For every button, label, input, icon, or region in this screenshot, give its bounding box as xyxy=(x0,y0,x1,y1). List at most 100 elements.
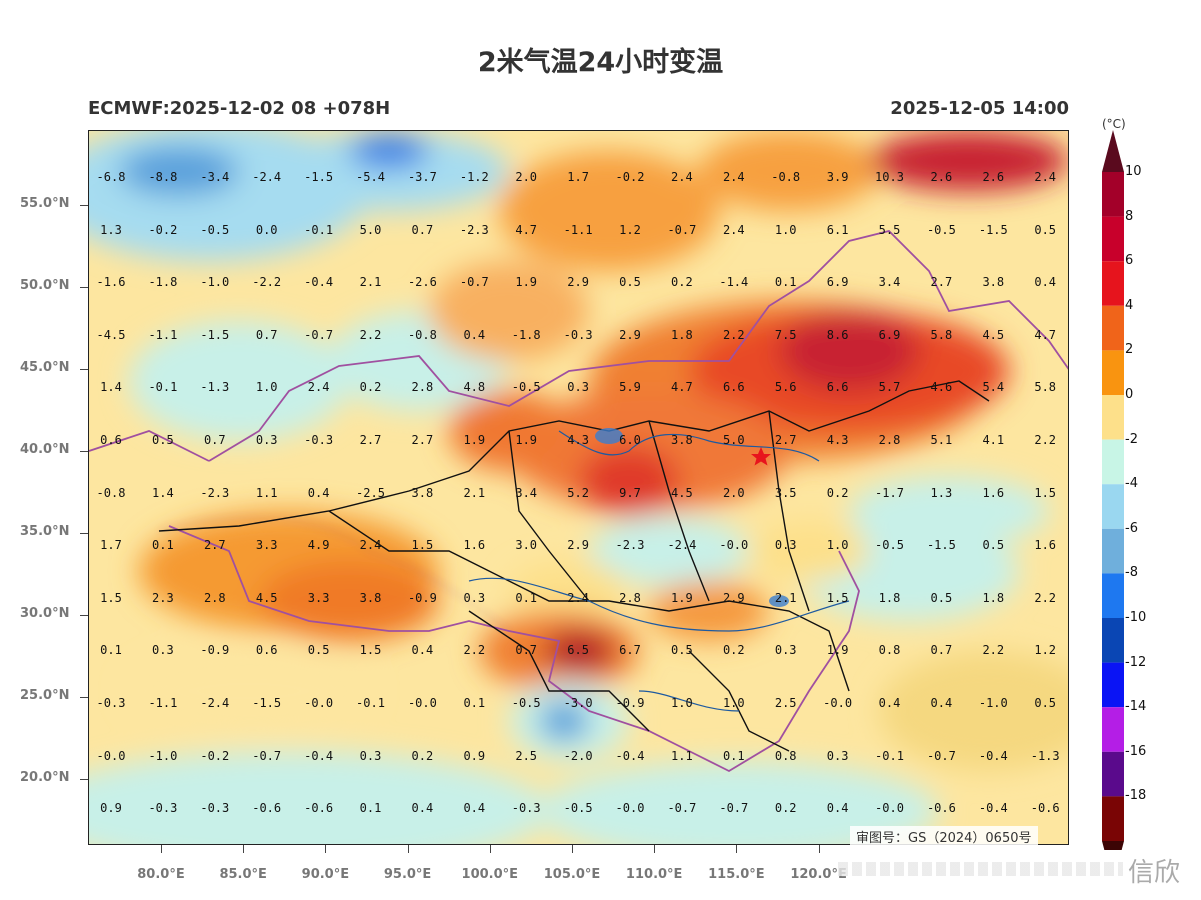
grid-value: 2.4 xyxy=(359,538,382,553)
grid-value: -0.8 xyxy=(407,327,437,342)
grid-value: -2.0 xyxy=(563,748,593,763)
grid-value: 2.2 xyxy=(722,327,745,342)
grid-value: 0.5 xyxy=(1034,222,1057,237)
lon-label: 115.0°E xyxy=(708,867,765,882)
grid-value: 3.5 xyxy=(774,485,797,500)
grid-value: 2.8 xyxy=(411,380,434,395)
grid-value: 6.6 xyxy=(826,380,849,395)
grid-value: 0.6 xyxy=(255,643,278,658)
grid-value: 1.9 xyxy=(515,433,538,447)
grid-value: -0.6 xyxy=(252,801,282,816)
grid-value: 2.1 xyxy=(463,485,486,500)
grid-value: 6.1 xyxy=(826,222,849,237)
colorbar-band xyxy=(1102,305,1124,351)
grid-value: 2.4 xyxy=(671,170,693,184)
grid-value: 2.9 xyxy=(722,590,745,605)
grid-value: 1.2 xyxy=(1034,643,1057,658)
grid-value: -5.4 xyxy=(356,170,385,184)
grid-value: 5.0 xyxy=(359,222,382,237)
grid-value: 0.5 xyxy=(982,538,1005,553)
grid-value: 2.8 xyxy=(203,590,226,605)
grid-value: -1.5 xyxy=(304,170,334,184)
colorbar-label: -16 xyxy=(1125,743,1147,759)
colorbar-band xyxy=(1102,528,1124,574)
lat-tick xyxy=(80,697,88,698)
lon-tick xyxy=(654,845,656,853)
star-marker xyxy=(751,447,771,466)
grid-value: 0.0 xyxy=(255,222,278,237)
grid-value: -0.8 xyxy=(96,485,126,500)
grid-value: 1.6 xyxy=(463,538,486,553)
grid-value: -0.3 xyxy=(148,801,178,816)
grid-value: 4.9 xyxy=(307,538,330,553)
grid-value: 2.3 xyxy=(152,590,174,605)
colorbar-label: -6 xyxy=(1125,520,1138,536)
lon-tick xyxy=(572,845,573,853)
grid-value: 3.8 xyxy=(359,590,382,605)
grid-value: 2.4 xyxy=(567,590,589,605)
lat-tick xyxy=(80,451,88,452)
valid-time-label: 2025-12-05 14:00 xyxy=(890,98,1069,119)
grid-value: 7.5 xyxy=(774,327,797,342)
grid-value: -0.7 xyxy=(304,327,334,342)
grid-value: 1.9 xyxy=(463,433,486,447)
grid-value: 1.5 xyxy=(411,538,434,553)
grid-value: 3.0 xyxy=(515,538,538,553)
grid-value: 2.7 xyxy=(203,538,226,553)
lon-tick xyxy=(325,845,327,853)
colorbar-unit: (°C) xyxy=(1102,117,1126,131)
grid-value: 6.9 xyxy=(826,275,849,290)
grid-value: -1.2 xyxy=(459,170,489,184)
grid-value: 4.5 xyxy=(982,327,1005,342)
grid-value: -2.3 xyxy=(200,485,230,500)
grid-value: 2.8 xyxy=(878,433,901,447)
lat-label: 20.0°N xyxy=(20,770,70,785)
colorbar-label: -4 xyxy=(1125,476,1138,492)
grid-value: 9.7 xyxy=(619,485,641,500)
grid-value: 0.3 xyxy=(255,433,278,447)
grid-value: -1.1 xyxy=(148,327,178,342)
grid-value: -3.4 xyxy=(200,170,230,184)
grid-value: 0.7 xyxy=(930,643,953,658)
grid-value: 2.4 xyxy=(722,170,745,184)
lon-tick xyxy=(407,845,409,853)
grid-value: 0.2 xyxy=(774,801,797,816)
map-title: 2米气温24小时变温 xyxy=(477,47,724,78)
grid-value: 0.2 xyxy=(671,275,693,290)
grid-value: 0.4 xyxy=(826,801,849,816)
grid-value: -0.7 xyxy=(459,275,489,290)
grid-value: 0.8 xyxy=(878,643,901,658)
temperature-change-field xyxy=(89,131,1068,844)
grid-value: 4.1 xyxy=(982,433,1005,447)
grid-value: 4.3 xyxy=(567,433,589,447)
grid-value: 1.4 xyxy=(100,380,122,395)
lon-tick xyxy=(736,845,738,853)
grid-value: 1.9 xyxy=(671,590,693,605)
grid-value: 2.6 xyxy=(982,170,1005,184)
grid-value: -0.1 xyxy=(304,222,334,237)
grid-value: 3.8 xyxy=(982,275,1005,290)
colorbar-label: -2 xyxy=(1125,431,1138,447)
grid-value: -3.7 xyxy=(407,170,437,184)
lon-label: 80.0°E xyxy=(137,867,185,882)
grid-value: 6.7 xyxy=(619,643,641,658)
grid-value: 5.2 xyxy=(567,485,589,500)
map-area[interactable]: -6.8 -8.8 -3.4 -2.4 -1.5 -5.4 -3.7 -1.2 2.0 1.7 -0… xyxy=(88,130,1069,845)
lat-label: 40.0°N xyxy=(20,442,70,457)
lat-label: 25.0°N xyxy=(20,688,70,703)
grid-value: -0.7 xyxy=(719,801,749,816)
grid-value: 0.2 xyxy=(722,643,745,658)
grid-value: 4.5 xyxy=(671,485,693,500)
grid-value: 2.9 xyxy=(619,327,641,342)
grid-value: -0.6 xyxy=(304,801,334,816)
colorbar-label: -18 xyxy=(1125,788,1147,804)
grid-value: 0.2 xyxy=(826,485,849,500)
grid-value: -0.4 xyxy=(978,748,1008,763)
colorbar-label: 6 xyxy=(1125,253,1134,269)
grid-value: 0.7 xyxy=(203,433,226,447)
grid-value: 5.1 xyxy=(930,433,953,447)
grid-value: 0.5 xyxy=(1034,696,1057,710)
colorbar-band xyxy=(1102,796,1124,841)
colorbar-band xyxy=(1102,707,1124,752)
lon-tick xyxy=(243,845,245,853)
